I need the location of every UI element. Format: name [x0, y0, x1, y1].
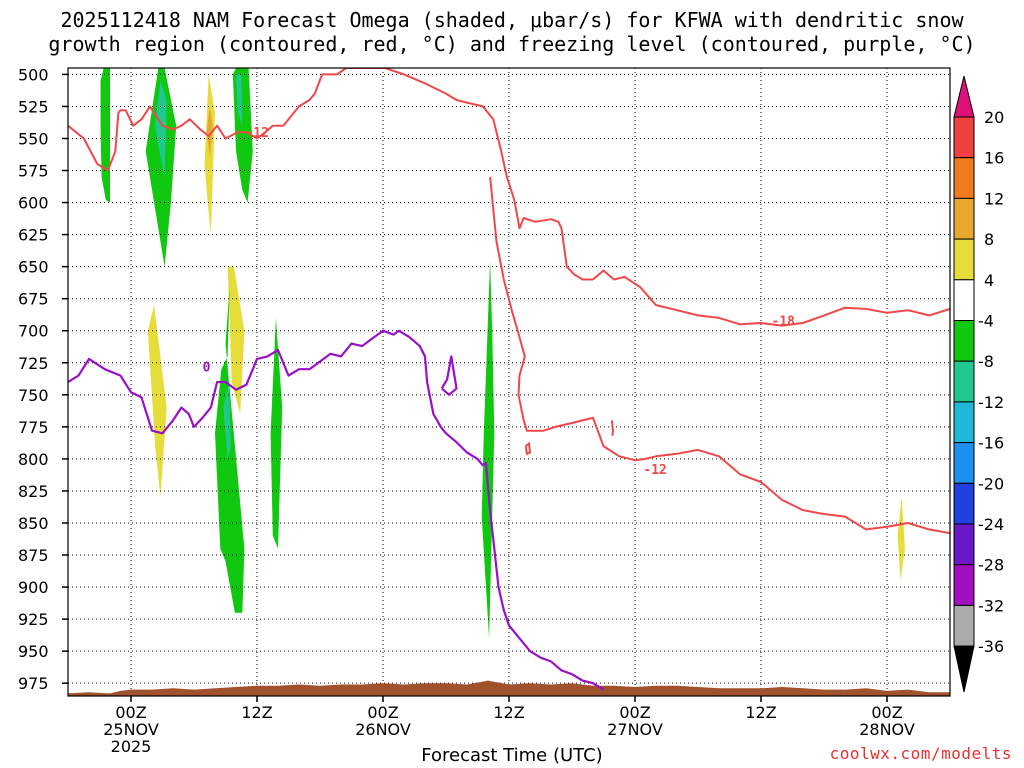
y-tick-label-575: 575 [18, 162, 49, 181]
omega-area-13 [897, 497, 905, 581]
y-tick-label-775: 775 [18, 418, 49, 437]
colorbar-bin-2 [953, 197, 975, 240]
colorbar-label-6: -8 [978, 352, 994, 371]
omega-area-7 [227, 266, 245, 414]
colorbar-label-4: 4 [984, 271, 994, 290]
colorbar-bin-9 [953, 482, 975, 525]
x-date-label-6: 25NOV [103, 720, 159, 739]
omega-area-2 [155, 80, 167, 177]
x-date-label-54: 27NOV [607, 720, 663, 739]
omega-area-6 [236, 74, 243, 126]
freezing-level-label-0: 0 [203, 361, 211, 376]
x-tick-label-78: 00Z [871, 703, 902, 722]
minor-contour-1 [610, 420, 615, 436]
colorbar-bin-12 [953, 604, 975, 647]
isotherm-line-0 [68, 68, 593, 281]
colorbar-bottom-arrow [953, 645, 975, 693]
y-axis: 500 525 550 575 600 625 650 675 700 725 750 775 800 8… [18, 65, 68, 693]
omega-area-10 [223, 382, 231, 459]
contour-layer [68, 68, 950, 691]
colorbar-label-11: -28 [978, 556, 1004, 575]
y-tick-label-550: 550 [18, 129, 49, 148]
colorbar-bin-7 [953, 401, 975, 444]
x-tick-label-30: 00Z [367, 703, 398, 722]
chart-title-line2: growth region (contoured, red, °C) and f… [48, 32, 976, 56]
omega-shading-layer [100, 68, 905, 639]
colorbar-label-12: -32 [978, 596, 1004, 615]
colorbar-bin-3 [953, 238, 975, 281]
x-tick-label-18: 12Z [241, 703, 272, 722]
minor-contour-0 [524, 441, 532, 456]
colorbar-label-9: -20 [978, 474, 1004, 493]
x-tick-label-6: 00Z [115, 703, 146, 722]
x-tick-label-66: 12Z [745, 703, 776, 722]
terrain-fill [68, 680, 950, 696]
omega-area-12 [481, 260, 495, 639]
colorbar-label-10: -24 [978, 515, 1004, 534]
y-tick-label-950: 950 [18, 642, 49, 661]
isotherm-line-1 [592, 269, 950, 327]
terrain-layer [68, 680, 950, 696]
plot-area [68, 68, 950, 696]
y-tick-label-600: 600 [18, 194, 49, 213]
y-tick-label-975: 975 [18, 674, 49, 693]
x-date-label-78: 28NOV [859, 720, 915, 739]
colorbar-label-8: -16 [978, 434, 1004, 453]
contour-label-layer: -12 -18 -12 0 [203, 126, 796, 478]
y-tick-label-500: 500 [18, 65, 49, 84]
y-tick-label-650: 650 [18, 258, 49, 277]
freezing-level-line-1 [440, 355, 458, 396]
colorbar-bin-11 [953, 564, 975, 606]
x-axis-title: Forecast Time (UTC) [421, 745, 603, 766]
y-tick-label-525: 525 [18, 97, 49, 116]
colorbar-bin-0 [953, 116, 975, 159]
y-tick-label-850: 850 [18, 514, 49, 533]
isotherm-line-2 [489, 176, 950, 535]
y-tick-label-750: 750 [18, 386, 49, 405]
x-year-label-6: 2025 [111, 737, 152, 756]
omega-area-4 [206, 106, 213, 158]
y-tick-label-900: 900 [18, 578, 49, 597]
isotherm-label-2: -12 [643, 463, 666, 478]
y-tick-label-825: 825 [18, 482, 49, 501]
omega-area-11 [270, 317, 283, 549]
colorbar: 20 16 12 8 4 -4 -8 -12 -16 -20 -24 -28 -32 -36 [953, 75, 1004, 693]
y-tick-label-625: 625 [18, 226, 49, 245]
x-date-label-30: 26NOV [355, 720, 411, 739]
colorbar-label-0: 20 [984, 108, 1004, 127]
y-tick-label-725: 725 [18, 354, 49, 373]
colorbar-label-13: -36 [978, 637, 1004, 656]
y-tick-label-925: 925 [18, 610, 49, 629]
y-tick-label-875: 875 [18, 546, 49, 565]
colorbar-top-arrow [953, 75, 975, 118]
x-tick-label-42: 12Z [493, 703, 524, 722]
colorbar-label-7: -12 [978, 393, 1004, 412]
y-tick-label-675: 675 [18, 290, 49, 309]
colorbar-label-1: 16 [984, 149, 1004, 168]
freezing-level-line-0 [68, 329, 605, 691]
chart-title-line1: 2025112418 NAM Forecast Omega (shaded, μ… [60, 8, 964, 32]
y-tick-label-700: 700 [18, 322, 49, 341]
colorbar-label-2: 12 [984, 189, 1004, 208]
omega-area-1 [145, 68, 177, 267]
colorbar-bin-1 [953, 157, 975, 199]
colorbar-bin-10 [953, 523, 975, 566]
colorbar-bin-5 [953, 320, 975, 362]
colorbar-label-3: 8 [984, 230, 994, 249]
y-tick-label-800: 800 [18, 450, 49, 469]
colorbar-bin-6 [953, 360, 975, 403]
omega-area-8 [147, 305, 167, 498]
colorbar-bin-8 [953, 442, 975, 484]
isotherm-label-1: -18 [772, 314, 796, 329]
colorbar-bin-4 [953, 279, 975, 321]
x-tick-label-54: 00Z [619, 703, 650, 722]
colorbar-label-5: -4 [978, 312, 994, 331]
isotherm-label-0: -12 [245, 126, 268, 141]
credit-link[interactable]: coolwx.com/modelts [829, 744, 1012, 763]
